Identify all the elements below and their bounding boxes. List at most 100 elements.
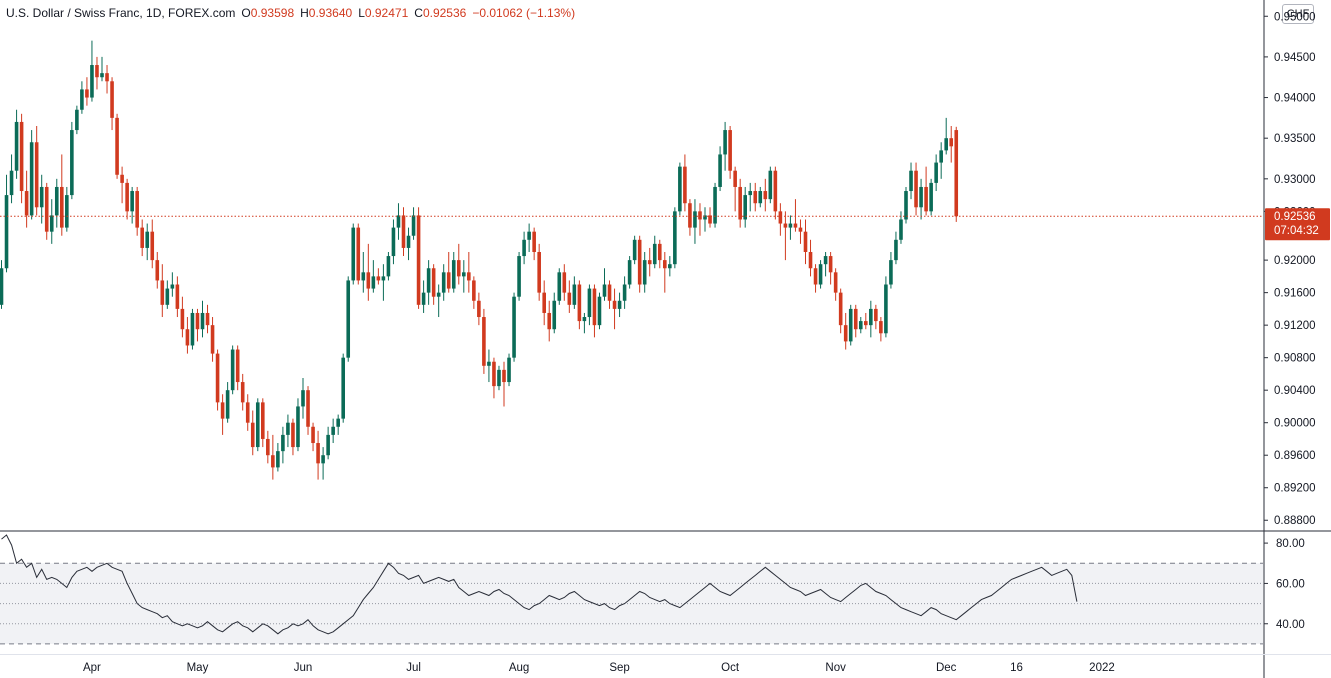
candle-body xyxy=(477,300,481,318)
candle-body xyxy=(441,272,446,293)
candle-body xyxy=(306,390,310,427)
candle-body xyxy=(838,292,843,326)
candle xyxy=(768,166,773,204)
candle-body xyxy=(517,256,521,297)
candle-body xyxy=(100,73,104,78)
candle-body xyxy=(557,272,562,301)
candle xyxy=(105,65,109,94)
candle xyxy=(9,154,14,204)
candle xyxy=(637,235,642,293)
candle-body xyxy=(451,260,456,289)
candle xyxy=(678,162,682,216)
candle xyxy=(652,235,657,269)
candle-body xyxy=(105,73,109,82)
candle xyxy=(436,284,441,318)
candle xyxy=(612,288,617,330)
candle xyxy=(562,264,567,301)
candle xyxy=(748,182,753,212)
open-label: O xyxy=(241,6,251,20)
candle-body xyxy=(230,349,235,391)
candle xyxy=(592,284,597,338)
candle-body xyxy=(70,130,74,196)
candle-body xyxy=(150,231,155,261)
time-tick-label: Sep xyxy=(609,662,629,674)
candle xyxy=(95,56,99,90)
candle-body xyxy=(788,223,793,228)
candle xyxy=(80,81,84,114)
open-readout: O0.93598 xyxy=(241,6,294,20)
change-value: −0.01062 (−1.13%) xyxy=(472,6,576,20)
candle-body xyxy=(210,325,215,354)
candle-body xyxy=(567,292,572,305)
candle xyxy=(230,345,235,395)
candle xyxy=(366,243,371,301)
candle xyxy=(336,414,340,435)
candle-body xyxy=(205,312,210,326)
candle-body xyxy=(321,455,325,464)
candle xyxy=(39,174,44,224)
time-tick-label: Nov xyxy=(825,662,846,674)
candle-body xyxy=(853,308,858,330)
candle xyxy=(185,317,190,354)
candle xyxy=(577,280,582,330)
candle-body xyxy=(919,186,923,208)
close-readout: C0.92536 xyxy=(414,6,466,20)
candle-body xyxy=(683,166,687,204)
candle xyxy=(215,349,220,411)
candle-body xyxy=(512,296,516,358)
rsi-tick-label: 60.00 xyxy=(1276,578,1305,590)
candle-body xyxy=(235,349,240,383)
candle-body xyxy=(436,292,441,297)
candle-body xyxy=(738,186,742,220)
candle xyxy=(266,430,270,464)
candle xyxy=(24,170,29,228)
candle-body xyxy=(904,191,908,220)
candle-body xyxy=(220,402,225,419)
candle xyxy=(271,434,275,480)
candle-body xyxy=(391,227,396,257)
candle xyxy=(130,186,134,224)
candle xyxy=(778,203,783,236)
price-tick-label: 0.90800 xyxy=(1274,353,1316,365)
candle-body xyxy=(693,211,697,228)
candle-body xyxy=(286,422,290,435)
candle xyxy=(456,243,461,285)
candle-body xyxy=(698,211,702,220)
candle-body xyxy=(95,65,99,78)
current-price-tag xyxy=(1265,208,1330,241)
candle xyxy=(738,178,742,228)
candle-body xyxy=(899,219,903,240)
currency-button[interactable]: CHF xyxy=(1282,4,1314,24)
candle xyxy=(376,268,381,285)
candle-body xyxy=(522,239,526,257)
candle xyxy=(929,178,933,216)
symbol-title: U.S. Dollar / Swiss Franc, 1D, FOREX.com xyxy=(6,6,236,20)
candle-body xyxy=(627,260,632,285)
candle-body xyxy=(351,227,356,281)
candle-body xyxy=(356,227,361,281)
candle-body xyxy=(19,121,24,192)
candle-body xyxy=(703,215,707,220)
candle xyxy=(673,207,677,269)
candle-body xyxy=(507,357,511,383)
candle-body xyxy=(572,284,577,305)
candle xyxy=(803,219,808,265)
candle-body xyxy=(366,272,371,289)
candle-body xyxy=(582,317,587,322)
candle xyxy=(617,292,622,318)
candle xyxy=(512,292,516,362)
price-tick-label: 0.93000 xyxy=(1274,174,1316,186)
candle-body xyxy=(130,191,134,212)
candle xyxy=(914,162,918,216)
candle xyxy=(703,207,707,232)
candle xyxy=(381,264,386,301)
candle xyxy=(296,398,300,452)
candle-body xyxy=(200,312,205,330)
close-value: 0.92536 xyxy=(422,6,467,20)
candle-body xyxy=(502,369,506,383)
price-tick-label: 0.89600 xyxy=(1274,450,1316,462)
candle xyxy=(657,239,662,269)
candle-body xyxy=(783,223,788,228)
